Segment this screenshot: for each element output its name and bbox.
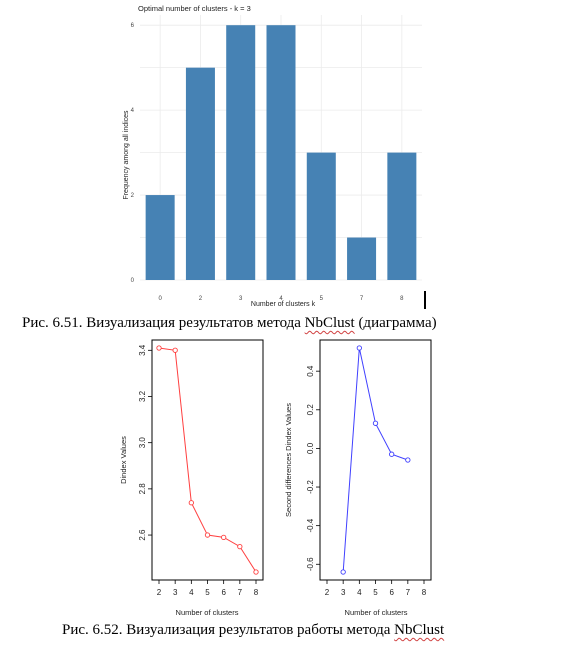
data-point — [156, 345, 162, 351]
second-diff-plot-frame — [319, 339, 432, 581]
x-tick-label: 7 — [238, 588, 243, 597]
x-tick-label: 4 — [189, 588, 194, 597]
data-point — [237, 543, 243, 550]
y-tick-label: 2.8 — [138, 483, 147, 495]
bar — [347, 237, 377, 280]
second-diff-ylabel: Second differences Dindex Values — [284, 403, 293, 517]
y-tick-label: 0.0 — [306, 442, 315, 454]
data-point — [340, 569, 346, 575]
x-tick-label: 3 — [341, 588, 346, 597]
bar — [387, 152, 417, 280]
bar-x-tick-label: 7 — [360, 296, 364, 302]
x-tick-label: 7 — [406, 588, 411, 597]
bar-x-tick-label: 2 — [199, 296, 203, 302]
data-point — [356, 345, 362, 351]
data-point — [221, 534, 227, 541]
bar-marks — [145, 25, 417, 281]
data-point — [389, 451, 395, 457]
x-tick-label: 6 — [389, 588, 394, 597]
bar-x-tick-label: 8 — [400, 296, 404, 302]
x-tick-label: 3 — [173, 588, 178, 597]
bar — [226, 25, 256, 281]
bar-x-tick-label: 3 — [239, 296, 243, 302]
dindex-xlabel: Number of clusters — [176, 608, 239, 617]
y-tick-label: 2.6 — [138, 529, 147, 541]
dindex-plot-frame — [151, 339, 264, 581]
y-tick-label: -0.2 — [306, 480, 315, 494]
dindex-plot: 2 3 4 5 6 7 8 2.6 2.8 3.0 3.2 3.4 — [138, 344, 259, 597]
bar-y-tick-label: 2 — [131, 193, 135, 199]
x-tick-label: 2 — [157, 588, 162, 597]
caption-text: Рис. 6.52. Визуализация результатов рабо… — [62, 622, 395, 638]
figure-6-52-caption: Рис. 6.52. Визуализация результатов рабо… — [62, 622, 444, 639]
data-point — [172, 347, 178, 353]
bar — [145, 195, 175, 280]
dindex-ylabel: Dindex Values — [119, 436, 128, 484]
x-tick-label: 5 — [373, 588, 378, 597]
data-point — [372, 420, 379, 426]
bar-y-tick-label: 0 — [131, 278, 135, 284]
x-tick-label: 5 — [205, 588, 210, 597]
bar — [266, 25, 296, 281]
x-tick-label: 2 — [325, 588, 330, 597]
series-line — [158, 347, 257, 573]
y-tick-label: 3.4 — [138, 344, 147, 356]
y-tick-label: 0.4 — [306, 365, 315, 377]
data-point — [405, 457, 411, 463]
figure-6-51-caption: Рис. 6.51. Визуализация результатов мето… — [22, 315, 437, 332]
text-cursor — [424, 291, 426, 309]
bar-chart-ylabel: Frequency among all indices — [123, 110, 130, 200]
second-diff-plot: 2 3 4 5 6 7 8 -0.6 -0.4 -0.2 0.0 0.2 0.4 — [306, 345, 427, 597]
bar-chart-title: Optimal number of clusters - k = 3 — [138, 4, 251, 13]
caption-text-suffix: (диаграмма) — [354, 315, 437, 331]
x-tick-label: 4 — [357, 588, 362, 597]
y-tick-label: -0.6 — [306, 557, 315, 571]
bar-chart-xlabel: Number of clusters k — [251, 301, 316, 308]
bar-y-tick-label: 6 — [131, 23, 135, 29]
bar — [306, 152, 336, 280]
x-tick-label: 8 — [422, 588, 427, 597]
caption-method-name: NbClust — [304, 315, 355, 331]
y-tick-label: -0.4 — [306, 518, 315, 532]
y-tick-label: 3.2 — [138, 390, 147, 402]
series-line — [342, 347, 409, 573]
bar-y-tick-label: 4 — [131, 108, 135, 114]
data-point — [253, 569, 259, 575]
bar-x-tick-label: 5 — [320, 296, 324, 302]
caption-method-name: NbClust — [394, 622, 445, 638]
data-point — [188, 500, 194, 506]
bar — [185, 67, 215, 281]
bar-x-tick-label: 4 — [279, 296, 283, 302]
bar-x-ticks: 0 2 3 4 5 7 8 — [158, 296, 404, 302]
data-point — [204, 532, 211, 538]
caption-text: Рис. 6.51. Визуализация результатов мето… — [22, 315, 305, 331]
bar-y-ticks: 0 2 4 6 — [131, 23, 135, 284]
bar-x-tick-label: 0 — [158, 296, 162, 302]
y-tick-label: 3.0 — [138, 437, 147, 449]
second-diff-xlabel: Number of clusters — [345, 608, 408, 617]
x-tick-label: 6 — [221, 588, 226, 597]
x-tick-label: 8 — [254, 588, 259, 597]
y-tick-label: 0.2 — [306, 404, 315, 416]
